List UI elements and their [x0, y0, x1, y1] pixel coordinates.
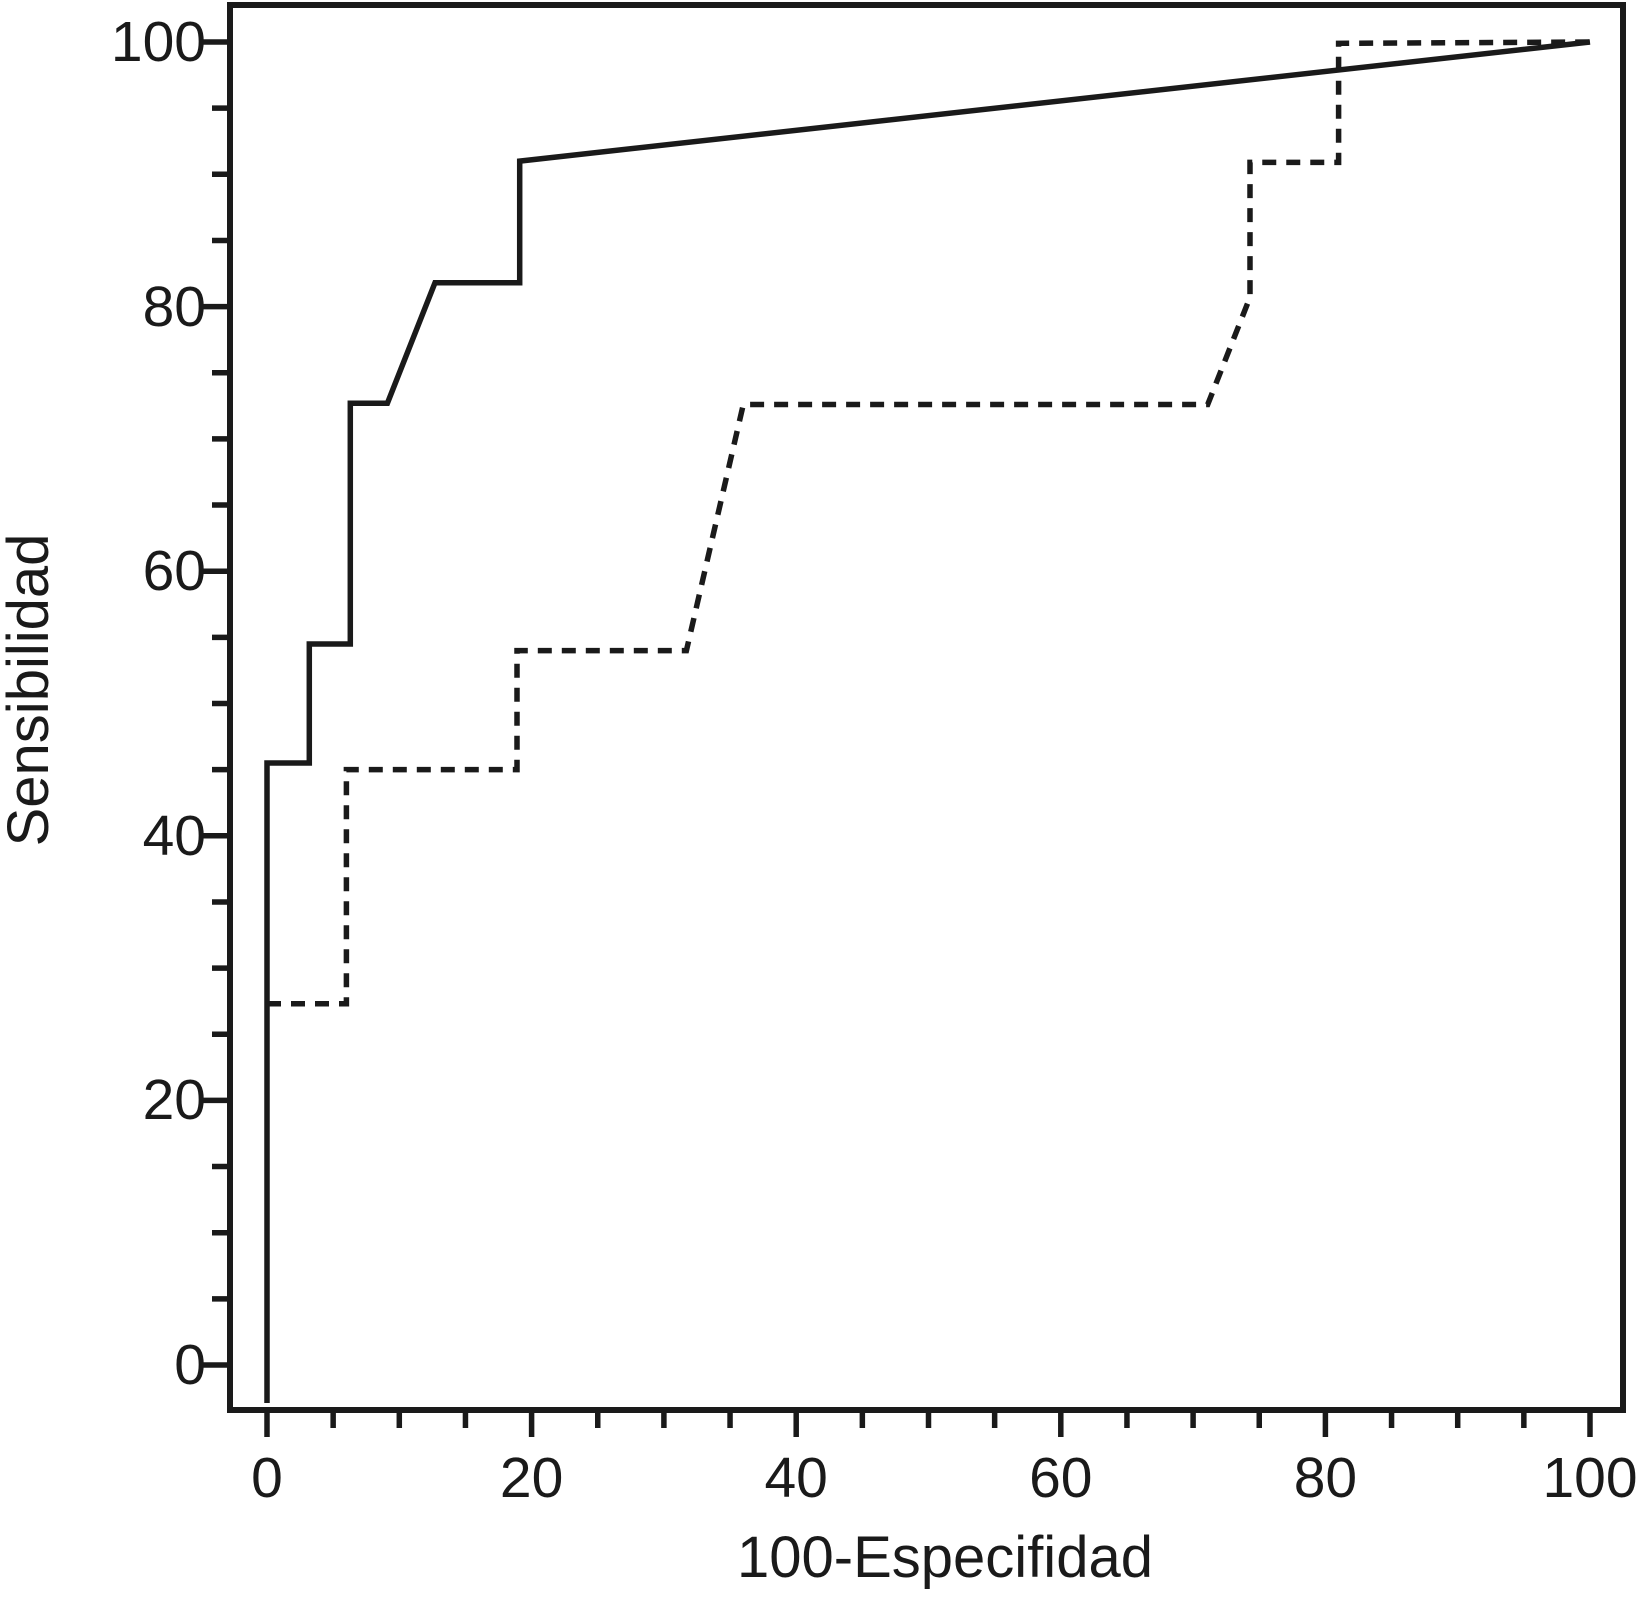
x-tick-label: 40: [764, 1446, 828, 1510]
roc-curve-dashed: [267, 39, 1591, 1007]
x-tick-label: 20: [499, 1446, 564, 1510]
y-tick-label: 60: [142, 539, 206, 604]
y-tick-label: 40: [142, 803, 206, 868]
x-tick-label: 100: [1542, 1446, 1636, 1510]
y-tick-label: 80: [142, 274, 206, 339]
x-axis-title: 100-Especifidad: [737, 1525, 1153, 1590]
y-tick-label: 20: [142, 1068, 206, 1133]
y-tick-label: 100: [110, 10, 206, 74]
y-axis-title: Sensibilidad: [0, 533, 61, 847]
x-tick-label: 60: [1029, 1446, 1093, 1510]
x-tick-label: 0: [251, 1446, 283, 1510]
plot-frame: [227, 2, 1626, 1413]
x-tick-label: 80: [1293, 1446, 1358, 1510]
roc-curve-solid: [264, 39, 1591, 1403]
y-tick-label: 0: [174, 1333, 206, 1397]
